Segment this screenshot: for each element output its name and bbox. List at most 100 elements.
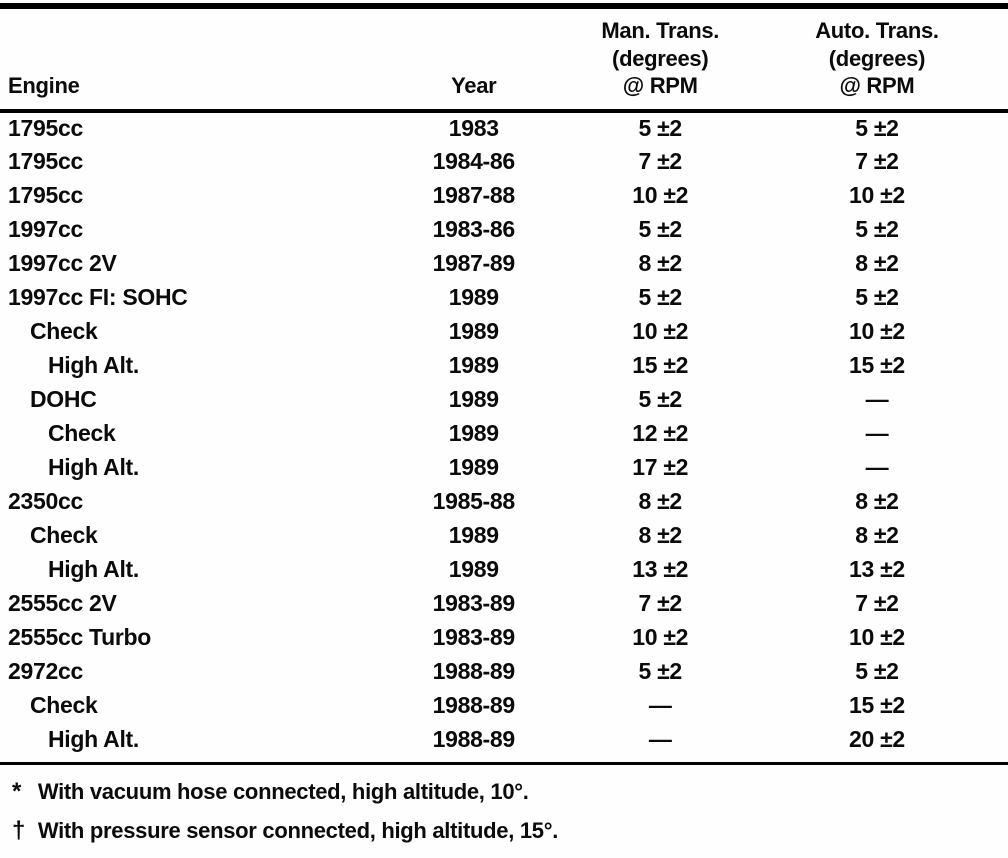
- cell-auto-trans: —: [865, 386, 889, 412]
- cell-year: 1983-89: [432, 590, 516, 616]
- cell-engine: High Alt.: [48, 556, 139, 582]
- cell-engine: Check: [30, 692, 98, 718]
- table-row: 1997cc 1983-86 5 ±2 5 ±2: [0, 213, 1008, 247]
- table-row: 1795cc 1983 5 ±2 5 ±2: [0, 111, 1008, 145]
- cell-year: 1983: [448, 115, 499, 141]
- cell-engine: 1997cc FI: SOHC: [8, 284, 188, 310]
- cell-auto-trans: 15 ±2: [849, 352, 905, 378]
- footnote-pressure-sensor: † With pressure sensor connected, high a…: [12, 817, 998, 846]
- man-trans-line-1: Man. Trans.: [601, 18, 720, 43]
- cell-year: 1988-89: [432, 658, 516, 684]
- cell-auto-trans: 7 ±2: [855, 148, 899, 174]
- cell-man-trans: 13 ±2: [632, 556, 689, 582]
- cell-year: 1989: [448, 386, 499, 412]
- cell-man-trans: —: [648, 692, 672, 718]
- cell-man-trans: 17 ±2: [632, 454, 689, 480]
- table-row: High Alt. 1989 15 ±2 15 ±2: [0, 349, 1008, 383]
- col-header-engine-label: Engine: [8, 73, 80, 98]
- cell-engine: Check: [30, 522, 98, 548]
- cell-engine: 1795cc: [8, 148, 83, 174]
- cell-man-trans: 10 ±2: [632, 624, 689, 650]
- auto-trans-line-1: Auto. Trans.: [815, 18, 939, 43]
- cell-year: 1987-89: [432, 250, 516, 276]
- cell-year: 1985-88: [432, 488, 516, 514]
- cell-auto-trans: 5 ±2: [855, 658, 899, 684]
- cell-auto-trans: 8 ±2: [855, 488, 899, 514]
- cell-year: 1989: [448, 420, 499, 446]
- cell-auto-trans: 10 ±2: [849, 318, 905, 344]
- cell-auto-trans: 5 ±2: [855, 115, 899, 141]
- cell-engine: 1997cc: [8, 216, 83, 242]
- table-row: 2555cc 2V 1983-89 7 ±2 7 ±2: [0, 587, 1008, 621]
- table-row: 1795cc 1984-86 7 ±2 7 ±2: [0, 145, 1008, 179]
- cell-man-trans: 8 ±2: [638, 250, 683, 276]
- cell-year: 1988-89: [432, 692, 516, 718]
- table-row: 2350cc 1985-88 8 ±2 8 ±2: [0, 485, 1008, 519]
- footnote-text: With vacuum hose connected, high altitud…: [37, 778, 529, 804]
- cell-man-trans: 5 ±2: [638, 115, 683, 141]
- cell-engine: 2972cc: [8, 658, 83, 684]
- cell-engine: 1997cc 2V: [8, 250, 117, 276]
- cell-man-trans: 5 ±2: [638, 658, 683, 684]
- cell-man-trans: 10 ±2: [632, 318, 689, 344]
- cell-auto-trans: 8 ±2: [855, 522, 899, 548]
- col-header-year-label: Year: [451, 73, 497, 98]
- col-header-man-trans: Man. Trans. (degrees) @ RPM: [574, 9, 746, 113]
- table-row: 2555cc Turbo 1983-89 10 ±2 10 ±2: [0, 621, 1008, 655]
- man-trans-line-2: (degrees): [612, 45, 709, 71]
- footnote-text: With pressure sensor connected, high alt…: [37, 818, 559, 844]
- table-row: High Alt. 1989 13 ±2 13 ±2: [0, 553, 1008, 587]
- cell-man-trans: 7 ±2: [638, 590, 683, 616]
- cell-year: 1989: [448, 284, 499, 310]
- top-rule: [0, 3, 1008, 9]
- cell-auto-trans: 5 ±2: [855, 216, 899, 242]
- table-row: High Alt. 1989 17 ±2 —: [0, 451, 1008, 485]
- table-row: Check 1989 12 ±2 —: [0, 417, 1008, 451]
- table-row: Check 1988-89 — 15 ±2: [0, 689, 1008, 723]
- cell-auto-trans: 10 ±2: [849, 624, 905, 650]
- dagger-marker: †: [12, 817, 26, 845]
- cell-engine: 1795cc: [8, 182, 83, 208]
- spec-table-body: 1795cc 1983 5 ±2 5 ±2 1795cc 1984-86 7 ±2 7 ±2 1…: [0, 111, 1008, 757]
- cell-auto-trans: 20 ±2: [849, 726, 905, 752]
- cell-auto-trans: 15 ±2: [849, 692, 905, 718]
- cell-man-trans: 12 ±2: [632, 420, 689, 446]
- cell-year: 1989: [448, 522, 499, 548]
- cell-year: 1989: [448, 454, 499, 480]
- cell-man-trans: 15 ±2: [632, 352, 689, 378]
- table-row: 1997cc FI: SOHC 1989 5 ±2 5 ±2: [0, 281, 1008, 315]
- cell-engine: 2555cc 2V: [8, 590, 117, 616]
- header-row: Engine Year Man. Trans. (degrees) @ RPM …: [0, 9, 1008, 113]
- col-header-year: Year: [372, 9, 575, 113]
- table-row: 2972cc 1988-89 5 ±2 5 ±2: [0, 655, 1008, 689]
- auto-trans-line-3: @ RPM: [839, 73, 915, 98]
- cell-year: 1989: [448, 556, 499, 582]
- cell-man-trans: 5 ±2: [638, 284, 683, 310]
- cell-year: 1988-89: [432, 726, 516, 752]
- cell-engine: High Alt.: [48, 352, 139, 378]
- cell-engine: High Alt.: [48, 454, 139, 480]
- footnote-vacuum-hose: * With vacuum hose connected, high altit…: [12, 778, 998, 807]
- cell-man-trans: 7 ±2: [638, 148, 683, 174]
- footnote-separator: [0, 761, 1008, 765]
- cell-man-trans: 5 ±2: [638, 386, 683, 412]
- cell-year: 1989: [448, 318, 499, 344]
- asterisk-marker: *: [12, 777, 22, 805]
- table-header: Engine Year Man. Trans. (degrees) @ RPM …: [0, 9, 1008, 113]
- table-row: Check 1989 10 ±2 10 ±2: [0, 315, 1008, 349]
- table-row: 1795cc 1987-88 10 ±2 10 ±2: [0, 179, 1008, 213]
- cell-engine: 2555cc Turbo: [8, 624, 151, 650]
- cell-year: 1983-86: [432, 216, 516, 242]
- cell-man-trans: 8 ±2: [638, 522, 683, 548]
- cell-year: 1984-86: [432, 148, 516, 174]
- cell-man-trans: 8 ±2: [638, 488, 683, 514]
- cell-auto-trans: 13 ±2: [849, 556, 905, 582]
- col-header-auto-trans: Auto. Trans. (degrees) @ RPM: [745, 9, 1008, 113]
- cell-year: 1989: [448, 352, 499, 378]
- table-row: Check 1989 8 ±2 8 ±2: [0, 519, 1008, 553]
- table-row: DOHC 1989 5 ±2 —: [0, 383, 1008, 417]
- timing-spec-table: Engine Year Man. Trans. (degrees) @ RPM …: [0, 9, 1008, 757]
- cell-man-trans: 10 ±2: [632, 182, 689, 208]
- cell-auto-trans: —: [865, 420, 889, 446]
